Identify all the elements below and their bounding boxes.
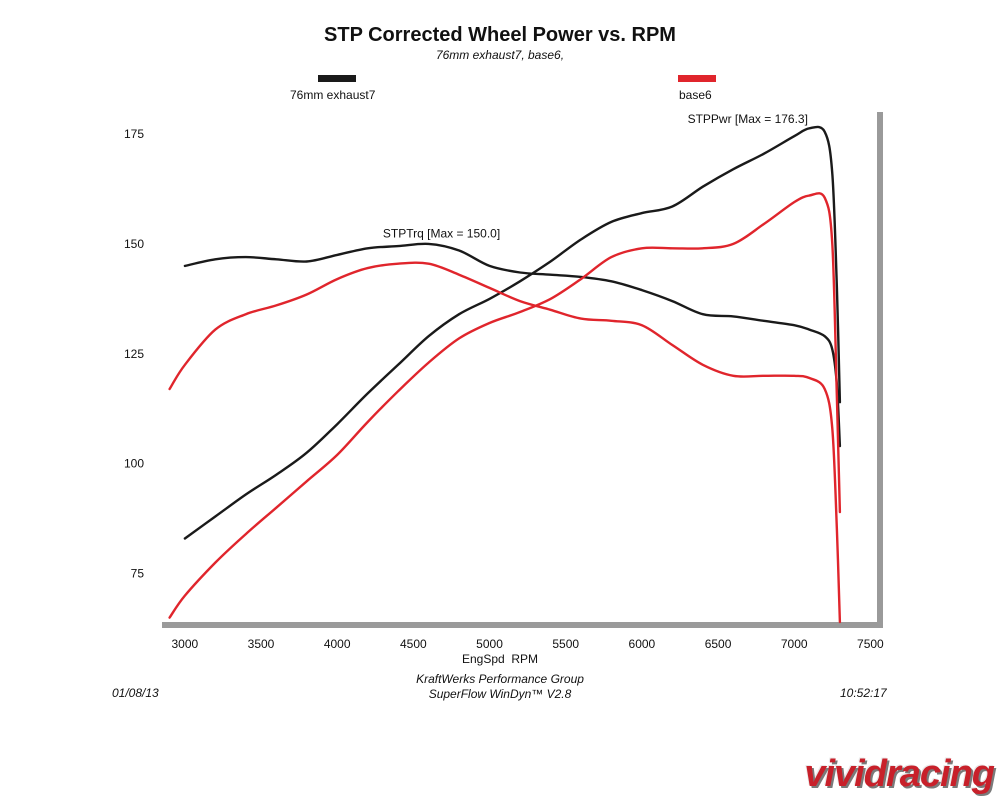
y-tick-label: 100: [124, 457, 144, 471]
x-tick-label: 4500: [400, 637, 427, 651]
footer-time: 10:52:17: [840, 686, 887, 700]
x-tick-label: 6000: [629, 637, 656, 651]
y-tick-label: 175: [124, 127, 144, 141]
y-tick-label: 150: [124, 237, 144, 251]
x-tick-label: 7000: [781, 637, 808, 651]
x-tick-label: 3000: [171, 637, 198, 651]
series-line-base6-stppwr: [168, 192, 842, 619]
x-tick-label: 5500: [552, 637, 579, 651]
legend-swatch-base: [678, 75, 716, 82]
y-tick-label: 75: [131, 567, 145, 581]
x-tick-label: 4000: [324, 637, 351, 651]
x-tick-label: 5000: [476, 637, 503, 651]
footer-date: 01/08/13: [112, 686, 159, 700]
annotation-label: STPTrq [Max = 150.0]: [383, 226, 500, 240]
x-axis-label: EngSpd RPM: [461, 652, 539, 666]
x-tick-label: 7500: [857, 637, 884, 651]
annotation-label: STPPwr [Max = 176.3]: [688, 112, 808, 126]
series-line-76mm-exhaust7-stptrq: [183, 242, 842, 448]
series-line-76mm-exhaust7-stppwr: [183, 125, 842, 540]
y-tick-label: 125: [124, 347, 144, 361]
x-tick-label: 3500: [248, 637, 275, 651]
chart-title: STP Corrected Wheel Power vs. RPM: [324, 24, 676, 46]
watermark-logo: vividracing: [804, 753, 995, 795]
chart-subtitle: 76mm exhaust7, base6,: [435, 48, 565, 62]
legend-swatch-exhaust: [318, 75, 356, 82]
series-line-base6-stptrq: [168, 261, 842, 624]
x-tick-label: 6500: [705, 637, 732, 651]
legend-label-base: base6: [679, 88, 712, 102]
footer-software: SuperFlow WinDyn™ V2.8: [428, 687, 572, 701]
legend-label-exhaust: 76mm exhaust7: [290, 88, 376, 102]
footer-company: KraftWerks Performance Group: [416, 672, 584, 686]
